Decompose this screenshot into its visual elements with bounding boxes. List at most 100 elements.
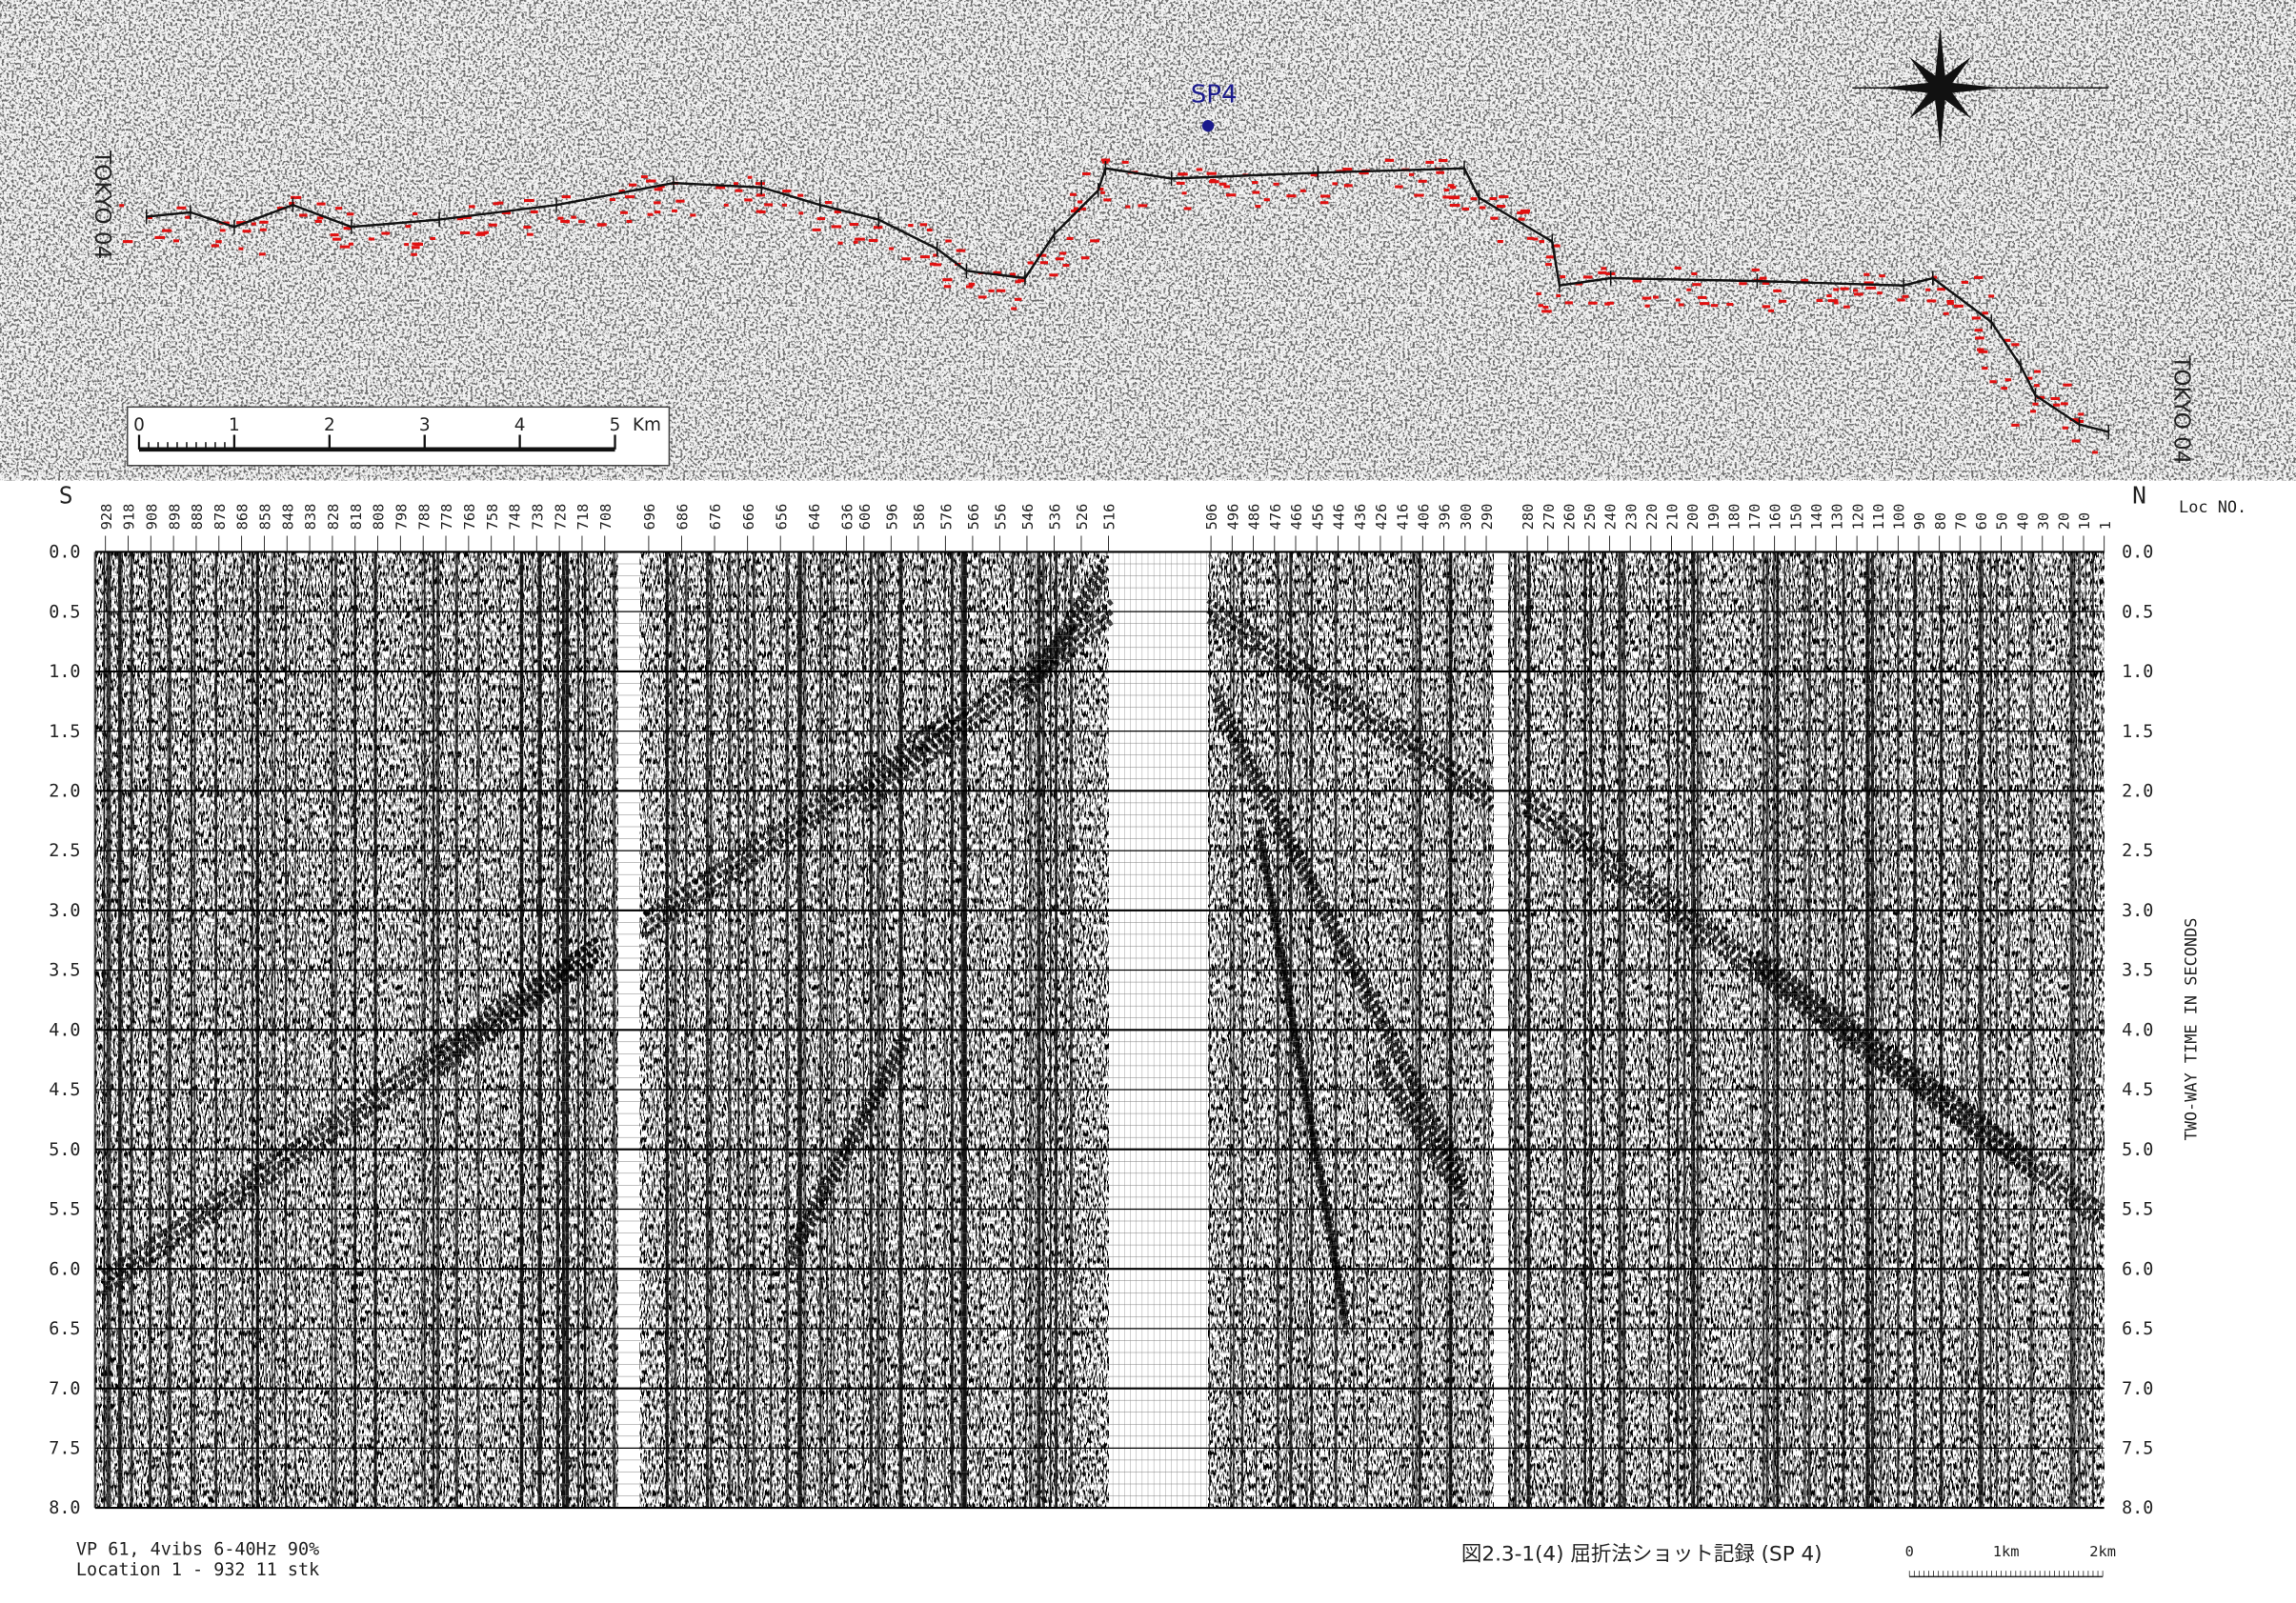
receiver-point xyxy=(1461,207,1470,210)
receiver-point xyxy=(381,231,391,235)
receiver-point xyxy=(332,237,341,241)
receiver-point xyxy=(411,246,420,250)
shot-record: 0.0 0.0 0.5 0.5 1.0 1.0 1.5 1.5 2.0 2.0 2.5 2.5 3.0 3… xyxy=(49,504,2153,1577)
receiver-point xyxy=(413,242,424,247)
loc-label: 456 xyxy=(1309,504,1326,531)
receiver-point xyxy=(299,213,308,217)
loc-label: 270 xyxy=(1541,504,1558,531)
receiver-point xyxy=(873,226,883,230)
receiver-point xyxy=(1496,205,1506,209)
receiver-point xyxy=(530,210,538,214)
receiver-point xyxy=(977,295,987,299)
receiver-point xyxy=(1517,211,1524,215)
loc-label: 446 xyxy=(1331,504,1348,531)
acquisition-note: VP 61, 4vibs 6-40Hz 90% xyxy=(76,1539,319,1559)
receiver-point xyxy=(1418,179,1427,183)
time-axis-title: TWO-WAY TIME IN SECONDS xyxy=(2181,918,2200,1141)
receiver-point xyxy=(1711,304,1719,308)
receiver-point xyxy=(889,247,895,250)
loc-label: 300 xyxy=(1458,504,1475,531)
receiver-point xyxy=(1976,348,1984,351)
receiver-point xyxy=(1989,380,1997,384)
loc-label: 686 xyxy=(675,504,692,531)
receiver-point xyxy=(1897,298,1905,302)
receiver-point xyxy=(148,215,152,220)
receiver-point xyxy=(675,199,685,203)
time-label-left: 6.5 xyxy=(49,1319,80,1339)
receiver-point xyxy=(1816,298,1823,302)
time-label-right: 6.5 xyxy=(2122,1319,2153,1339)
loc-label: 858 xyxy=(257,504,274,531)
receiver-point xyxy=(368,237,375,241)
loc-label: 100 xyxy=(1891,504,1908,531)
receiver-point xyxy=(258,252,266,256)
receiver-point xyxy=(1499,195,1509,199)
receiver-point xyxy=(2063,383,2072,387)
arrival-band xyxy=(861,618,1115,813)
receiver-point xyxy=(1545,263,1552,267)
time-label-left: 0.5 xyxy=(49,602,80,622)
receiver-point xyxy=(339,245,351,249)
receiver-point xyxy=(609,198,616,202)
receiver-point xyxy=(1077,200,1083,204)
receiver-point xyxy=(1564,301,1573,305)
receiver-point xyxy=(1286,194,1297,198)
receiver-point xyxy=(343,227,352,230)
loc-label: 396 xyxy=(1437,504,1454,531)
loc-label: 120 xyxy=(1849,504,1866,531)
receiver-point xyxy=(561,195,572,199)
loc-label: 486 xyxy=(1246,504,1263,531)
receiver-point xyxy=(1090,239,1099,243)
loc-label: 160 xyxy=(1767,504,1784,531)
receiver-point xyxy=(1553,244,1561,248)
arrival-band xyxy=(100,954,602,1297)
loc-label: 496 xyxy=(1224,504,1241,531)
loc-label: 140 xyxy=(1808,504,1825,531)
receiver-point xyxy=(578,220,586,224)
time-label-left: 2.5 xyxy=(49,841,80,861)
receiver-point xyxy=(1252,181,1259,185)
receiver-point xyxy=(2060,402,2068,406)
loc-label: 928 xyxy=(98,504,115,531)
time-label-right: 8.0 xyxy=(2122,1498,2153,1518)
time-label-right: 2.5 xyxy=(2122,841,2153,861)
receiver-point xyxy=(1059,251,1067,255)
loc-label: 748 xyxy=(507,504,524,531)
receiver-point xyxy=(1183,207,1192,210)
receiver-point xyxy=(185,215,191,219)
receiver-point xyxy=(1070,209,1080,213)
receiver-point xyxy=(855,237,865,241)
loc-label: 200 xyxy=(1684,504,1702,531)
loc-label: 426 xyxy=(1373,504,1390,531)
receiver-point xyxy=(316,202,326,206)
loc-label: 150 xyxy=(1787,504,1804,531)
receiver-point xyxy=(1069,192,1077,196)
receiver-point xyxy=(831,225,842,229)
receiver-point xyxy=(1598,271,1607,274)
loc-label: 280 xyxy=(1520,504,1537,531)
loc-label: 260 xyxy=(1561,504,1578,531)
receiver-point xyxy=(1027,261,1034,265)
receiver-point xyxy=(1073,207,1079,210)
receiver-point xyxy=(2050,396,2060,401)
time-label-left: 0.0 xyxy=(49,543,80,563)
receiver-point xyxy=(1560,275,1566,279)
receiver-point xyxy=(405,225,412,229)
loc-label: 636 xyxy=(839,504,856,531)
receiver-point xyxy=(1692,283,1702,287)
receiver-point xyxy=(1319,194,1331,198)
arrival-band xyxy=(1755,970,2038,1180)
scale-label: 0 xyxy=(133,415,145,435)
loc-label: 436 xyxy=(1352,504,1369,531)
receiver-point xyxy=(1699,302,1710,306)
receiver-point xyxy=(755,193,765,197)
receiver-point xyxy=(1425,160,1435,164)
receiver-point xyxy=(654,210,661,214)
receiver-point xyxy=(1082,171,1091,176)
receiver-point xyxy=(176,206,187,210)
receiver-point xyxy=(456,217,464,221)
loc-label: 646 xyxy=(806,504,823,531)
receiver-point xyxy=(1751,268,1760,271)
record-scale-label: 1km xyxy=(1993,1543,2020,1560)
